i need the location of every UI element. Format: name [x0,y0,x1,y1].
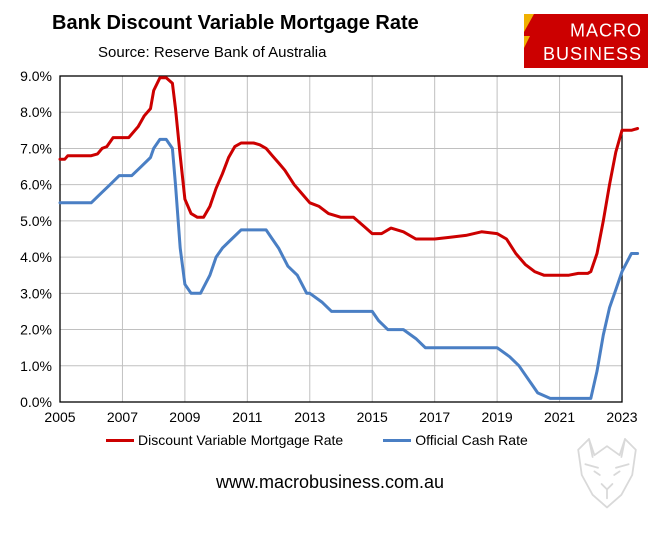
svg-text:2017: 2017 [419,409,450,425]
svg-text:0.0%: 0.0% [20,394,52,410]
svg-text:2011: 2011 [232,409,262,425]
svg-text:2023: 2023 [606,409,637,425]
svg-text:8.0%: 8.0% [20,104,52,120]
svg-text:7.0%: 7.0% [20,140,52,156]
chart-legend: Discount Variable Mortgage Rate Official … [106,432,528,448]
legend-item: Discount Variable Mortgage Rate [106,432,343,448]
legend-item: Official Cash Rate [383,432,528,448]
svg-text:5.0%: 5.0% [20,213,52,229]
legend-swatch [383,439,411,442]
svg-text:2009: 2009 [169,409,200,425]
svg-text:2.0%: 2.0% [20,322,52,338]
svg-text:2013: 2013 [294,409,325,425]
legend-label: Discount Variable Mortgage Rate [138,432,343,448]
svg-text:4.0%: 4.0% [20,249,52,265]
svg-text:2015: 2015 [357,409,388,425]
svg-text:6.0%: 6.0% [20,177,52,193]
line-chart: 0.0% 1.0% 2.0% 3.0% 4.0% 5.0% 6.0% 7.0% 8.0% 9.0%… [0,0,660,430]
legend-label: Official Cash Rate [415,432,528,448]
svg-text:2007: 2007 [107,409,138,425]
svg-text:2019: 2019 [482,409,513,425]
watermark-wolf-icon [562,430,652,520]
svg-text:3.0%: 3.0% [20,285,52,301]
svg-text:2005: 2005 [44,409,75,425]
footer-url: www.macrobusiness.com.au [0,472,660,493]
svg-text:2021: 2021 [544,409,575,425]
svg-text:9.0%: 9.0% [20,68,52,84]
svg-text:1.0%: 1.0% [20,358,52,374]
legend-swatch [106,439,134,442]
